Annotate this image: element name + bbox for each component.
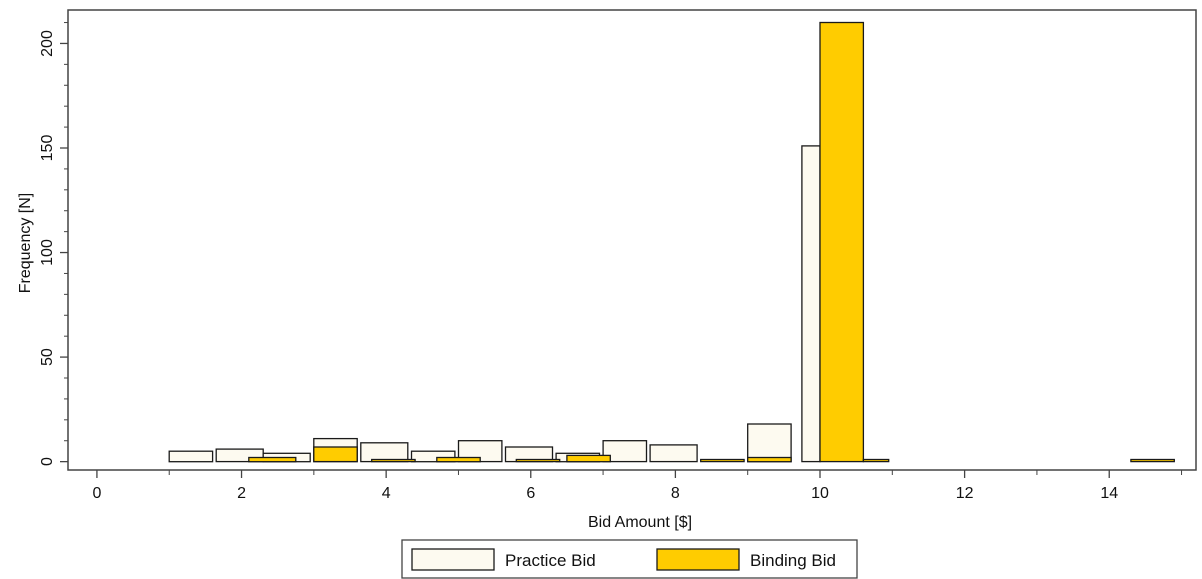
- y-tick-label-50: 50: [39, 348, 56, 366]
- x-axis-title: Bid Amount [$]: [588, 514, 692, 531]
- x-tick-label-6: 6: [526, 485, 535, 502]
- bar-practice-10: [649, 444, 698, 463]
- bar-binding-5: [566, 454, 611, 463]
- y-tick-label-0: 0: [39, 457, 56, 466]
- x-tick-label-2: 2: [237, 485, 246, 502]
- bar-binding-7: [747, 456, 792, 463]
- bar-binding-0: [248, 456, 297, 463]
- x-tick-label-10: 10: [811, 485, 829, 502]
- legend-swatch-binding: [656, 548, 740, 571]
- bar-practice-4: [360, 442, 409, 463]
- y-tick-label-150: 150: [39, 135, 56, 162]
- bar-binding-1: [313, 446, 358, 463]
- bar-binding-4: [515, 458, 561, 463]
- legend-label-practice: Practice Bid: [505, 551, 596, 570]
- x-tick-label-4: 4: [382, 485, 391, 502]
- bar-binding-3: [436, 456, 481, 463]
- bar-practice-9: [602, 440, 648, 463]
- plot-border: [67, 9, 1197, 471]
- bar-binding-10: [1130, 458, 1175, 463]
- legend-swatch-practice: [411, 548, 495, 571]
- bar-binding-9: [862, 458, 890, 463]
- legend: Practice Bid Binding Bid: [401, 539, 858, 579]
- bar-practice-11: [747, 423, 792, 463]
- plot-frame: [67, 9, 1197, 471]
- y-tick-label-200: 200: [39, 30, 56, 57]
- bar-binding-8: [819, 21, 865, 463]
- bar-practice-0: [168, 450, 214, 463]
- bar-binding-6: [700, 458, 745, 463]
- bar-practice-5: [410, 450, 456, 463]
- legend-label-binding: Binding Bid: [750, 551, 836, 570]
- bar-binding-2: [371, 458, 416, 463]
- x-tick-label-14: 14: [1100, 485, 1118, 502]
- bar-practice-12: [801, 145, 821, 463]
- x-tick-label-12: 12: [956, 485, 974, 502]
- x-tick-label-8: 8: [671, 485, 680, 502]
- y-axis-title: Frequency [N]: [17, 193, 34, 293]
- y-tick-label-100: 100: [39, 239, 56, 266]
- bars-layer: [168, 21, 1175, 463]
- x-tick-label-0: 0: [92, 485, 101, 502]
- axes-layer: 0 2 4 6 8 10 12 14 0 50 100 150 200: [39, 22, 1183, 502]
